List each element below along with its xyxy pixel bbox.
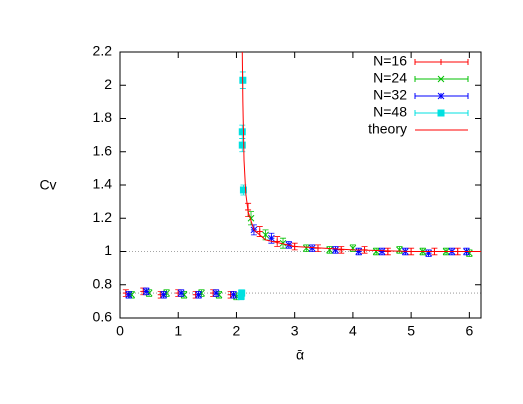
- legend-sample: [414, 59, 469, 65]
- x-tick-label: 6: [465, 323, 473, 339]
- legend-label: N=16: [373, 53, 407, 69]
- legend-label: N=24: [373, 70, 407, 86]
- series: [125, 224, 470, 299]
- legend-cap: [414, 110, 469, 116]
- plot-frame: [119, 51, 482, 319]
- marker: [274, 238, 281, 245]
- marker: [338, 246, 345, 253]
- y-tick-label: 0.8: [93, 275, 113, 291]
- legend-cap: [414, 59, 469, 65]
- legend-sample: [414, 109, 469, 117]
- x-tick-label: 4: [349, 323, 357, 339]
- marker: [279, 239, 287, 247]
- x-tick-label: 5: [407, 323, 415, 339]
- marker: [256, 228, 263, 235]
- marker: [125, 291, 133, 299]
- marker: [262, 231, 269, 239]
- marker: [195, 291, 202, 299]
- legend-label: N=32: [373, 87, 407, 103]
- y-tick-label: 1: [104, 242, 112, 258]
- marker: [238, 289, 246, 297]
- marker: [437, 92, 445, 100]
- x-tick-label: 1: [174, 323, 182, 339]
- marker: [268, 234, 275, 242]
- y-tick-label: 0.6: [93, 309, 113, 325]
- legend-cap: [414, 93, 469, 99]
- marker: [437, 109, 445, 117]
- y-tick-label: 1.6: [93, 142, 113, 158]
- theory-line: [241, 51, 481, 252]
- marker: [247, 214, 255, 222]
- marker: [230, 291, 237, 299]
- y-tick-label: 2: [104, 76, 112, 92]
- series: [122, 202, 461, 299]
- marker: [302, 244, 310, 252]
- legend-sample: [414, 75, 469, 83]
- marker: [378, 248, 386, 255]
- marker: [142, 288, 150, 295]
- x-axis-label: ᾱ: [296, 347, 304, 363]
- marker: [355, 248, 363, 255]
- marker: [238, 128, 246, 136]
- marker: [437, 75, 445, 83]
- marker: [160, 291, 168, 299]
- y-tick-label: 1.2: [93, 209, 113, 225]
- marker: [396, 246, 403, 254]
- series: [241, 51, 481, 252]
- legend-cap: [414, 76, 469, 82]
- marker: [308, 244, 316, 252]
- y-tick-label: 2.2: [93, 43, 113, 59]
- x-tick-label: 3: [291, 323, 299, 339]
- x-tick-label: 2: [233, 323, 241, 339]
- marker: [438, 59, 444, 65]
- marker: [212, 289, 220, 297]
- series: [128, 211, 473, 301]
- legend-sample: [414, 92, 469, 100]
- marker: [177, 289, 185, 297]
- legend-label: N=48: [373, 104, 407, 120]
- y-tick-label: 1.8: [93, 109, 113, 125]
- marker: [332, 246, 339, 254]
- y-axis-label: Cv: [39, 177, 56, 193]
- marker: [372, 248, 380, 255]
- marker: [326, 246, 333, 254]
- legend-label: theory: [368, 121, 407, 137]
- marker: [238, 141, 246, 149]
- marker: [239, 186, 247, 194]
- y-tick-label: 1.4: [93, 176, 113, 192]
- x-tick-label: 0: [116, 323, 124, 339]
- marker: [384, 248, 391, 255]
